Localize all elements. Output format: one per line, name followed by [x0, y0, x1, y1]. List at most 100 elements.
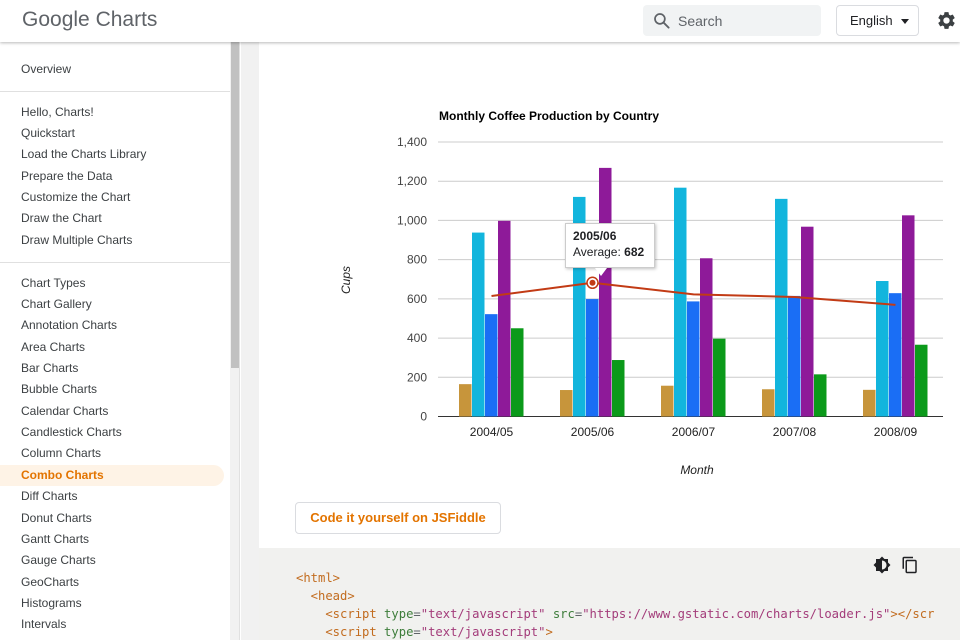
jsfiddle-button[interactable]: Code it yourself on JSFiddle — [295, 502, 501, 534]
nav-section-title[interactable]: Chart Types — [21, 276, 86, 290]
code-token: > — [545, 625, 553, 639]
bar — [560, 390, 573, 417]
chart-tooltip: 2005/06 Average: 682 — [565, 223, 655, 276]
left-nav: Overview Hello, Charts! Quickstart Load t… — [0, 42, 240, 640]
code-token: = — [574, 607, 583, 621]
bar — [876, 281, 889, 417]
code-sample: <html> <head> <script type="text/javascr… — [259, 548, 960, 640]
bar — [472, 232, 485, 417]
search-icon — [654, 13, 670, 29]
nav-section-title[interactable]: Hello, Charts! — [21, 105, 94, 119]
code-token: "text/javascript" — [420, 607, 546, 621]
sidebar-item-area-charts[interactable]: Area Charts — [21, 339, 86, 354]
search-input[interactable]: Search — [678, 13, 723, 29]
sidebar-item-chart-gallery[interactable]: Chart Gallery — [21, 297, 92, 311]
content-scrollbar[interactable] — [241, 42, 259, 640]
code-token: ></scr — [890, 607, 935, 621]
chevron-down-icon — [901, 19, 909, 24]
sidebar-item-load-the-charts-library[interactable]: Load the Charts Library — [21, 147, 147, 162]
bar — [889, 293, 902, 417]
sidebar-item-diff-charts[interactable]: Diff Charts — [21, 489, 78, 504]
code-token: "text/javascript" — [420, 625, 546, 639]
bar — [599, 167, 612, 417]
sidebar-item-calendar-charts[interactable]: Calendar Charts — [21, 403, 109, 418]
sidebar-item-combo-charts[interactable]: Combo Charts — [0, 464, 224, 486]
nav-divider — [0, 262, 230, 263]
code-token: src — [545, 607, 575, 621]
sidebar-item-bubble-charts[interactable]: Bubble Charts — [21, 382, 98, 397]
bar — [801, 226, 814, 417]
sidebar-item-column-charts[interactable]: Column Charts — [21, 446, 102, 461]
sidebar-item-quickstart[interactable]: Quickstart — [21, 126, 76, 140]
site-logo[interactable]: Google Charts — [22, 8, 157, 32]
copy-icon[interactable] — [901, 556, 919, 574]
bar — [775, 198, 788, 417]
code-token: "https://www.gstatic.com/charts/loader.j… — [582, 607, 891, 621]
code-line: <script type="text/javascript" src="http… — [296, 605, 934, 623]
logo-product-text: Charts — [95, 8, 158, 31]
combo-chart[interactable]: Monthly Coffee Production by Country 0 200… — [260, 42, 960, 502]
sidebar-item-donut-charts[interactable]: Donut Charts — [21, 510, 92, 525]
sidebar-item-customize-the-chart[interactable]: Customize the Chart — [21, 190, 131, 205]
bar — [661, 385, 674, 417]
sidebar-item-intervals[interactable]: Intervals — [21, 617, 67, 632]
x-axis-label: Month — [680, 463, 714, 477]
code-line: <head> — [296, 587, 355, 605]
bar — [687, 301, 700, 417]
sidebar-item-gauge-charts[interactable]: Gauge Charts — [21, 553, 96, 568]
bar — [902, 215, 915, 417]
bar — [762, 389, 775, 417]
top-app-bar: Google Charts Search English — [0, 0, 960, 42]
bar — [814, 374, 827, 417]
gear-icon[interactable] — [936, 10, 957, 31]
code-token: <head> — [296, 589, 355, 603]
sidebar-item-prepare-the-data[interactable]: Prepare the Data — [21, 168, 113, 183]
nav-divider — [0, 91, 230, 92]
chart-title: Monthly Coffee Production by Country — [439, 109, 659, 123]
sidebar-item-annotation-charts[interactable]: Annotation Charts — [21, 318, 118, 333]
bar — [511, 328, 524, 417]
sidebar-item-candlestick-charts[interactable]: Candlestick Charts — [21, 425, 122, 440]
y-tick-label: 600 — [407, 292, 427, 306]
code-token: = — [413, 625, 421, 639]
code-line: <html> — [296, 569, 340, 587]
sidebar-item-draw-the-chart[interactable]: Draw the Chart — [21, 211, 102, 226]
sidebar-item-histograms[interactable]: Histograms — [21, 595, 82, 610]
bar — [863, 389, 876, 417]
code-token: <html> — [296, 571, 341, 585]
bar — [498, 220, 511, 417]
bar — [788, 295, 801, 417]
sidebar-item-overview[interactable]: Overview — [21, 62, 72, 76]
bar — [485, 314, 498, 417]
code-token: = — [413, 607, 421, 621]
sidebar-item-gantt-charts[interactable]: Gantt Charts — [21, 531, 90, 546]
search-box[interactable]: Search — [643, 5, 821, 36]
language-select[interactable]: English — [836, 5, 919, 36]
bar — [612, 360, 625, 417]
bar — [586, 299, 599, 417]
code-token: type — [376, 607, 414, 621]
sidebar-scroll-thumb[interactable] — [231, 42, 239, 368]
x-tick-label: 2004/05 — [470, 425, 514, 439]
sidebar-item-geocharts[interactable]: GeoCharts — [21, 574, 80, 589]
bar — [674, 187, 687, 417]
x-tick-label: 2005/06 — [571, 425, 615, 439]
y-tick-label: 0 — [420, 410, 427, 424]
sidebar-item-bar-charts[interactable]: Bar Charts — [21, 361, 79, 376]
y-tick-label: 1,400 — [397, 135, 427, 149]
y-tick-label: 1,200 — [397, 174, 427, 188]
y-axis-label: Cups — [339, 266, 353, 294]
bar — [713, 338, 726, 417]
average-line — [491, 281, 896, 306]
bar — [700, 258, 713, 417]
y-tick-label: 400 — [407, 331, 427, 345]
theme-toggle-icon[interactable] — [873, 556, 891, 574]
sidebar-item-draw-multiple-charts[interactable]: Draw Multiple Charts — [21, 232, 133, 247]
tooltip-title: 2005/06 — [573, 229, 617, 243]
y-tick-label: 200 — [407, 370, 427, 384]
x-tick-label: 2006/07 — [672, 425, 716, 439]
code-token: <script — [296, 607, 377, 621]
y-tick-label: 1,000 — [397, 213, 427, 227]
x-tick-label: 2007/08 — [773, 425, 817, 439]
language-select-value: English — [850, 13, 893, 28]
